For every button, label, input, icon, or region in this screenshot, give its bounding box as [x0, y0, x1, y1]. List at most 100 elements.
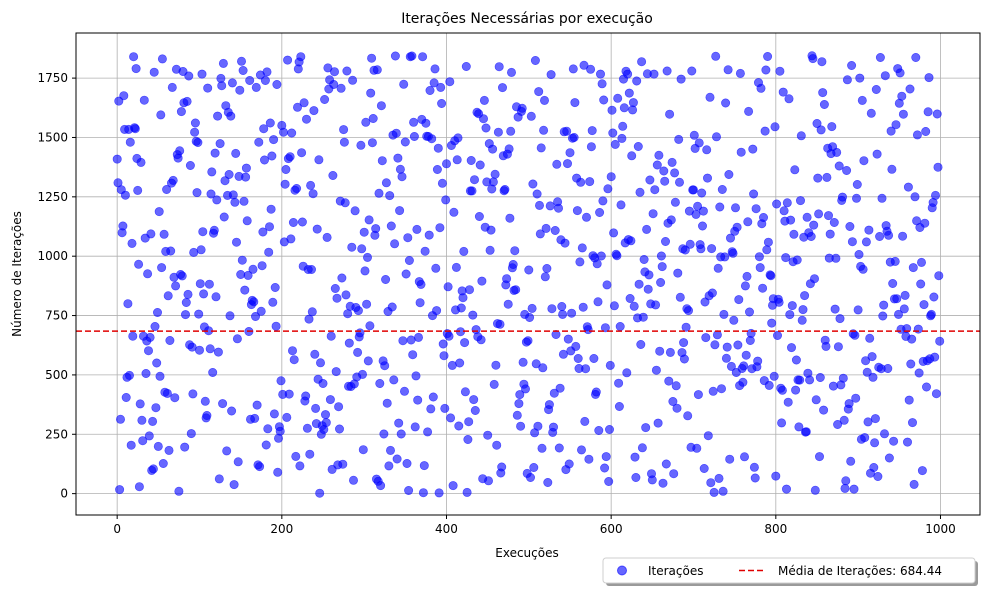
- scatter-point: [907, 334, 917, 344]
- scatter-point: [439, 351, 449, 361]
- scatter-point: [389, 375, 399, 385]
- scatter-point: [593, 297, 603, 307]
- scatter-point: [638, 312, 648, 322]
- scatter-point: [909, 479, 919, 489]
- scatter-point: [723, 65, 733, 75]
- scatter-point: [819, 100, 829, 110]
- scatter-point: [859, 156, 869, 166]
- scatter-point: [880, 71, 890, 81]
- x-tick-label: 0: [113, 522, 121, 536]
- scatter-point: [587, 126, 597, 136]
- scatter-point: [186, 429, 196, 439]
- scatter-point: [434, 488, 444, 498]
- scatter-point: [855, 73, 865, 83]
- scatter-point: [362, 299, 372, 309]
- scatter-point: [821, 341, 831, 351]
- scatter-point: [256, 306, 266, 316]
- scatter-point: [130, 124, 140, 134]
- scatter-point: [834, 161, 844, 171]
- scatter-point: [356, 140, 366, 150]
- scatter-point: [158, 458, 168, 468]
- scatter-point: [895, 68, 905, 78]
- scatter-point: [235, 85, 245, 95]
- scatter-point: [870, 438, 880, 448]
- scatter-point: [786, 343, 796, 353]
- scatter-point: [148, 416, 158, 426]
- scatter-point: [153, 307, 163, 317]
- scatter-point: [190, 118, 200, 128]
- scatter-point: [670, 197, 680, 207]
- scatter-point: [615, 321, 625, 331]
- scatter-point: [740, 281, 750, 291]
- scatter-point: [817, 57, 827, 67]
- scatter-point: [608, 128, 618, 138]
- scatter-point: [657, 262, 667, 272]
- scatter-point: [645, 175, 655, 185]
- scatter-point: [301, 391, 311, 401]
- legend-label-media: Média de Iterações: 684.44: [778, 564, 942, 578]
- scatter-point: [245, 76, 255, 86]
- scatter-point: [260, 76, 270, 86]
- scatter-point: [460, 338, 470, 348]
- scatter-point: [410, 422, 420, 432]
- scatter-point: [875, 232, 885, 242]
- scatter-point: [904, 395, 914, 405]
- scatter-point: [408, 350, 418, 360]
- scatter-point: [297, 148, 307, 158]
- scatter-point: [784, 94, 794, 104]
- scatter-point: [671, 381, 681, 391]
- scatter-point: [204, 279, 214, 289]
- scatter-point: [851, 193, 861, 203]
- scatter-point: [687, 66, 697, 76]
- scatter-point: [839, 415, 849, 425]
- scatter-point: [726, 361, 736, 371]
- scatter-point: [540, 272, 550, 282]
- scatter-point: [850, 330, 860, 340]
- scatter-point: [636, 339, 646, 349]
- scatter-point: [146, 229, 156, 239]
- scatter-point: [558, 349, 568, 359]
- scatter-point: [508, 259, 518, 269]
- scatter-point: [289, 355, 299, 365]
- scatter-point: [162, 388, 172, 398]
- scatter-point: [229, 480, 239, 490]
- scatter-point: [578, 302, 588, 312]
- scatter-point: [808, 54, 818, 64]
- scatter-point: [847, 237, 857, 247]
- scatter-point: [497, 83, 507, 93]
- scatter-point: [528, 179, 538, 189]
- scatter-point: [283, 55, 293, 65]
- scatter-point: [816, 125, 826, 135]
- scatter-point: [458, 293, 468, 303]
- scatter-point: [627, 151, 637, 161]
- scatter-point: [328, 171, 338, 181]
- scatter-point: [254, 137, 264, 147]
- y-tick-label: 1750: [37, 71, 68, 85]
- scatter-point: [251, 311, 261, 321]
- scatter-point: [930, 352, 940, 362]
- scatter-point: [151, 403, 161, 413]
- scatter-point: [385, 191, 395, 201]
- scatter-point: [467, 186, 477, 196]
- scatter-point: [685, 239, 695, 249]
- scatter-point: [275, 426, 285, 436]
- scatter-point: [670, 168, 680, 178]
- scatter-point: [411, 371, 421, 381]
- scatter-point: [903, 182, 913, 192]
- scatter-point: [464, 417, 474, 427]
- scatter-point: [292, 102, 302, 112]
- scatter-point: [643, 284, 653, 294]
- scatter-point: [330, 283, 340, 293]
- scatter-point: [719, 309, 729, 319]
- scatter-point: [872, 149, 882, 159]
- scatter-point: [475, 160, 485, 170]
- scatter-point: [138, 436, 148, 446]
- scatter-point: [689, 130, 699, 140]
- scatter-point: [763, 51, 773, 61]
- scatter-point: [735, 68, 745, 78]
- scatter-point: [409, 132, 419, 142]
- scatter-point: [681, 322, 691, 332]
- scatter-point: [433, 143, 443, 153]
- scatter-point: [446, 413, 456, 423]
- scatter-point: [460, 387, 470, 397]
